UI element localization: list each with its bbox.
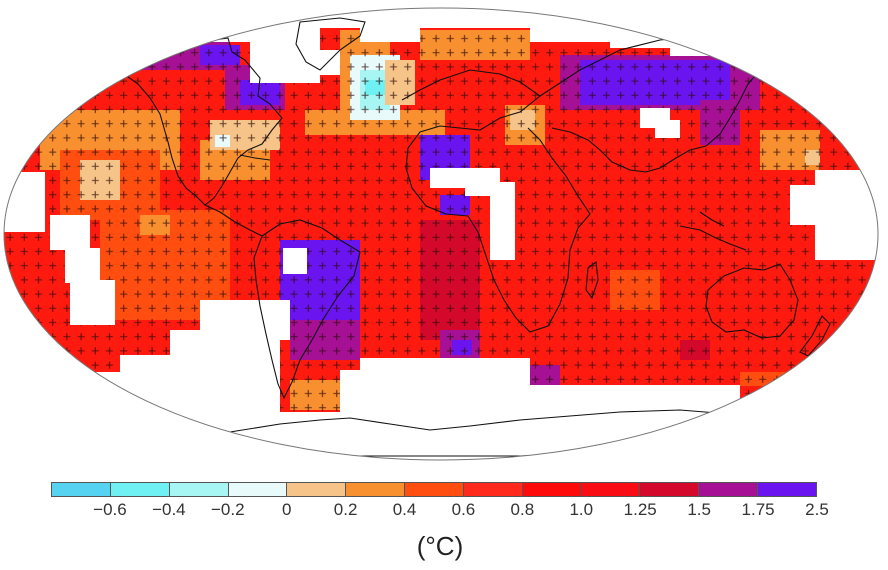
no-data-block (4, 172, 45, 232)
colorbar (51, 482, 817, 497)
colorbar-tick-label: 1.0 (569, 500, 594, 519)
no-data-block (465, 182, 515, 196)
colorbar-tick-label: 1.25 (623, 500, 657, 519)
colorbar-tick-label: −0.2 (210, 500, 245, 519)
no-data-block (815, 170, 878, 260)
colorbar-tick-label: 2.5 (805, 500, 829, 519)
colorbar-swatch (699, 483, 759, 496)
colorbar-tick-label: 0.8 (510, 500, 535, 519)
colorbar-tick-label: 0.6 (451, 500, 476, 519)
colorbar-tick-label: 0.4 (392, 500, 417, 519)
map-boundary (3, 7, 879, 461)
colorbar-swatch (405, 483, 464, 496)
no-data-block (820, 370, 878, 412)
colorbar-swatch (287, 483, 347, 496)
colorbar-tick-label: 1.75 (741, 500, 775, 519)
colorbar-swatch (758, 483, 816, 496)
colorbar-tick-label: 1.5 (687, 500, 711, 519)
map-data-layer (4, 8, 878, 460)
units-text: (°C) (416, 531, 464, 561)
colorbar-swatch (522, 483, 582, 496)
significance-stippling (4, 28, 878, 412)
no-data-block (50, 215, 90, 250)
no-data-block (360, 28, 420, 42)
no-data-block (280, 50, 340, 75)
colorbar-swatch (169, 483, 229, 496)
no-data-block (670, 28, 878, 56)
no-data-block (4, 372, 280, 412)
colorbar-tick-labels: −0.6 −0.4 −0.2 0 0.2 0.4 0.6 0.8 1.0 1.25 1.5 1.75 2… (0, 500, 888, 524)
no-data-block (530, 28, 620, 42)
no-data-block (70, 280, 115, 325)
colorbar-swatch (346, 483, 406, 496)
colorbar-tick-label: 0.2 (333, 500, 358, 519)
no-data-block (120, 355, 210, 375)
no-data-block (610, 28, 680, 48)
coastlines (93, 17, 831, 457)
units-label: (°C) (0, 531, 888, 562)
temperature-change-map (3, 7, 879, 461)
colorbar-swatch (52, 483, 111, 496)
no-data-block (790, 185, 820, 225)
colorbar-tick-label: 0 (281, 500, 292, 519)
no-data-block (4, 412, 878, 460)
no-data-block (65, 248, 100, 283)
no-data-block (490, 195, 515, 260)
colorbar-swatch (640, 483, 700, 496)
no-data-block (655, 120, 680, 138)
colorbar-swatch (581, 483, 641, 496)
colorbar-tick-label: −0.4 (152, 500, 186, 519)
no-data-block (4, 8, 878, 28)
colorbar-swatch (463, 483, 523, 496)
no-data-block (160, 28, 260, 42)
colorbar-swatch (110, 483, 170, 496)
no-data-block (740, 28, 878, 58)
no-data-block (530, 385, 740, 412)
no-data-block (360, 358, 530, 412)
no-data-block (340, 370, 370, 412)
colorbar-tick-label: −0.6 (93, 500, 127, 519)
no-data-block (283, 248, 307, 274)
colorbar-swatch (228, 483, 288, 496)
